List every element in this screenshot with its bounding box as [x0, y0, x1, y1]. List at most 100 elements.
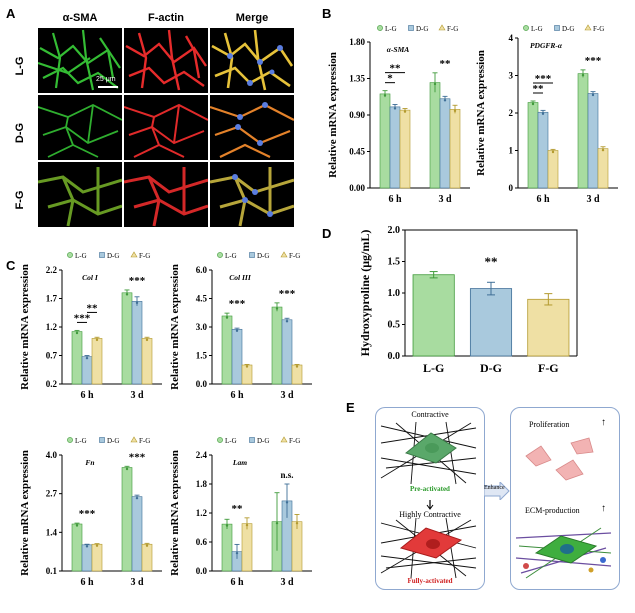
data-point-fn — [135, 496, 139, 500]
data-point-col3 — [235, 329, 239, 332]
data-point-asma — [443, 99, 447, 102]
ylabel-asma: Relative mRNA expression — [327, 52, 339, 178]
legend-marker-f-g — [438, 24, 446, 31]
bar-pdgfra-d-g — [587, 93, 599, 189]
bar-fn-d-g — [81, 544, 93, 572]
bar-lam-l-g — [221, 523, 233, 572]
ytick-label-col3: 4.5 — [196, 294, 208, 304]
label-enhance: Enhance — [484, 485, 505, 491]
ytick-label-pdgfra: 2 — [509, 108, 514, 118]
bar-hyp-f-g — [527, 298, 570, 357]
ytick-label-col1: 0.2 — [46, 379, 58, 389]
ytick-label-asma: 0.00 — [349, 183, 365, 193]
micrograph-factin-lg — [124, 28, 208, 93]
legend-marker-l-g — [217, 437, 223, 443]
bar-col3-l-g — [271, 306, 283, 385]
legend-label-l-g: L-G — [225, 437, 237, 445]
data-point-col1 — [145, 338, 149, 342]
data-point-asma — [403, 110, 407, 113]
legend-label-l-g: L-G — [225, 252, 237, 260]
data-point-col1 — [125, 293, 129, 296]
label-pre-activated: Pre-activated — [410, 485, 450, 493]
bar-asma-d-g — [389, 106, 401, 189]
bar-fn-f-g — [141, 543, 153, 572]
data-point-asma — [453, 109, 457, 113]
legend-label-l-g: L-G — [75, 437, 87, 445]
legend-marker-f-g — [280, 251, 288, 258]
label-fully-activated: Fully-activated — [407, 577, 453, 585]
bar-asma-d-g — [439, 98, 451, 189]
bar-fn-f-g — [91, 543, 103, 572]
xtick-label-col1: 6 h — [80, 390, 94, 401]
ytick-label-asma: 0.45 — [349, 147, 365, 157]
column-label-factin: F-actin — [147, 12, 185, 24]
micrograph-merge-fg — [210, 162, 294, 227]
panel-letter-c: C — [6, 258, 16, 273]
data-point-col3 — [275, 307, 279, 310]
label-ecm-production: ECM-production — [525, 506, 580, 515]
data-point-fn — [125, 467, 129, 471]
sig-mark-pdgfra: *** — [585, 55, 602, 67]
xtick-label-fn: 6 h — [80, 577, 94, 588]
bar-lam-f-g — [291, 521, 303, 572]
ytick-label-pdgfra: 4 — [509, 33, 514, 43]
bar-col3-d-g — [281, 319, 293, 385]
legend-marker-d-g — [249, 437, 255, 443]
ytick-label-col1: 1.7 — [46, 294, 58, 304]
legend-marker-f-g — [130, 436, 138, 443]
bar-col1-d-g — [131, 301, 143, 385]
xtick-label-hyp: F-G — [538, 361, 559, 375]
bar-fn-l-g — [121, 467, 133, 572]
xtick-label-hyp: D-G — [480, 361, 502, 375]
ytick-label-hyp: 0.5 — [388, 320, 401, 331]
legend-label-l-g: L-G — [531, 25, 543, 33]
scale-bar — [98, 86, 118, 88]
micrograph-factin-fg — [124, 162, 208, 227]
bar-col3-f-g — [291, 364, 303, 385]
legend-label-f-g: F-G — [593, 25, 604, 33]
data-point-lam — [275, 522, 279, 525]
xtick-label-lam: 3 d — [280, 577, 294, 588]
data-point-fn — [95, 544, 99, 547]
bar-col1-l-g — [71, 331, 83, 385]
bar-fn-l-g — [71, 523, 83, 572]
data-point-pdgfra — [601, 148, 605, 152]
data-point-col1 — [75, 331, 79, 335]
bar-asma-f-g — [399, 109, 411, 189]
legend-marker-d-g — [408, 25, 414, 31]
sig-mark-col1: *** — [129, 275, 146, 287]
bar-pdgfra-d-g — [537, 111, 549, 189]
data-point-pdgfra — [531, 102, 535, 106]
sig-mark-asma: ** — [440, 58, 452, 70]
legend-marker-d-g — [249, 252, 255, 258]
legend-marker-f-g — [130, 251, 138, 258]
xtick-label-pdgfra: 6 h — [536, 194, 550, 205]
ytick-label-lam: 0.6 — [196, 537, 208, 547]
ylabel-lam: Relative mRNA expression — [169, 450, 181, 576]
data-point-lam — [295, 522, 299, 525]
sig-mark-pdgfra: *** — [535, 73, 552, 85]
ytick-label-asma: 0.90 — [349, 110, 365, 120]
bar-col3-f-g — [241, 364, 253, 385]
data-point-lam — [245, 523, 249, 527]
xtick-label-lam: 6 h — [230, 577, 244, 588]
ytick-label-hyp: 1.5 — [388, 257, 401, 268]
bar-pdgfra-l-g — [577, 73, 589, 189]
ytick-label-fn: 2.7 — [46, 489, 58, 499]
sig-mark-fn: *** — [129, 451, 146, 463]
sig-mark-col1: ** — [87, 302, 99, 314]
micrograph-asma-dg — [38, 95, 122, 160]
legend-marker-d-g — [99, 437, 105, 443]
gene-label-fn: Fn — [85, 458, 94, 467]
bar-hyp-l-g — [412, 274, 455, 357]
bar-col1-f-g — [141, 338, 153, 385]
gene-label-asma: α-SMA — [387, 45, 410, 54]
bar-col1-f-g — [91, 338, 103, 385]
legend-label-d-g: D-G — [257, 437, 269, 445]
bar-col3-d-g — [231, 328, 243, 385]
ytick-label-hyp: 1.0 — [388, 288, 401, 299]
sig-mark-col1: *** — [74, 312, 91, 324]
ytick-label-col3: 6.0 — [196, 265, 208, 275]
sig-mark-fn: *** — [79, 508, 96, 520]
bar-pdgfra-f-g — [547, 150, 559, 189]
